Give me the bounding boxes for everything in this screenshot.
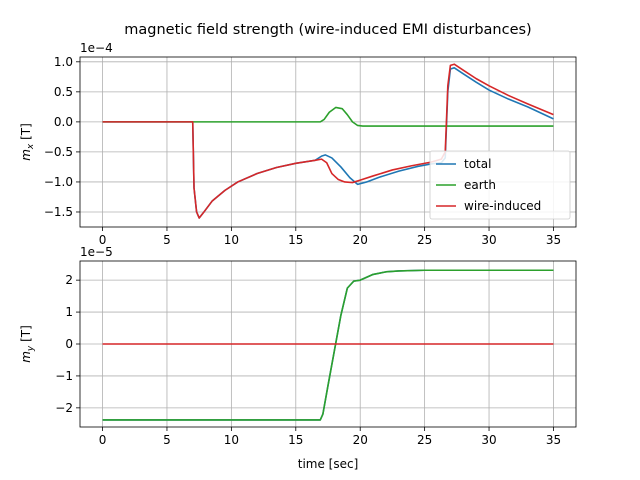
axis-scale-label: 1e−5 — [80, 245, 113, 259]
y-axis-label-unit: [T] — [19, 325, 33, 346]
axis-scale-label: 1e−4 — [80, 41, 113, 55]
y-tick-label: −1.5 — [44, 205, 73, 219]
x-tick-label: 10 — [224, 433, 239, 447]
y-tick-label: 0.5 — [54, 85, 73, 99]
x-tick-label: 5 — [163, 233, 171, 247]
x-tick-label: 10 — [224, 233, 239, 247]
legend: total earth wire-induced — [429, 150, 571, 220]
y-axis-label-unit: [T] — [19, 123, 33, 144]
chart-title: magnetic field strength (wire-induced EM… — [124, 22, 531, 38]
x-tick-label: 15 — [288, 433, 303, 447]
y-axis-label-sub: y — [26, 345, 36, 352]
x-tick-label: 30 — [481, 233, 496, 247]
subplot-1: 0 5 10 15 20 25 30 35 −1.5 −1.0 −0.5 0.0 0.5 1.0 1e−4 m… — [19, 41, 577, 247]
y-tick-label: 1 — [65, 305, 73, 319]
x-tick-label: 0 — [99, 233, 107, 247]
series-group — [102, 63, 554, 219]
x-tick-label: 20 — [353, 233, 368, 247]
y-tick-label: −1 — [55, 369, 73, 383]
x-tick-label: 25 — [417, 233, 432, 247]
subplot-2: 0 5 10 15 20 25 30 35 −2 −1 0 1 2 1e−5 my [T] time [sec… — [19, 245, 577, 471]
x-tick-label: 20 — [353, 433, 368, 447]
x-tick-label: 5 — [163, 433, 171, 447]
series-line-earth — [102, 106, 554, 127]
x-tick-label: 30 — [481, 433, 496, 447]
y-axis-label-sub: x — [26, 143, 36, 150]
legend-label-wire-induced: wire-induced — [464, 199, 541, 213]
y-axis-label-main: m — [19, 149, 33, 161]
x-tick-label: 15 — [288, 233, 303, 247]
series-group — [102, 269, 554, 421]
x-tick-label: 0 — [99, 433, 107, 447]
series-line-wire-induced — [102, 63, 554, 219]
series-line-earth — [102, 269, 554, 421]
x-tick-label: 35 — [546, 433, 561, 447]
x-tick-label: 25 — [417, 433, 432, 447]
legend-label-total: total — [464, 157, 491, 171]
y-axis-label: mx [T] — [19, 123, 36, 161]
y-tick-label: 2 — [65, 273, 73, 287]
y-tick-label: 0.0 — [54, 115, 73, 129]
y-tick-label: −0.5 — [44, 145, 73, 159]
y-tick-label: 1.0 — [54, 55, 73, 69]
legend-label-earth: earth — [464, 178, 496, 192]
x-tick-label: 35 — [546, 233, 561, 247]
legend-box — [429, 150, 571, 220]
x-axis-label: time [sec] — [298, 457, 359, 471]
axes-frame — [79, 56, 577, 228]
y-axis-label: my [T] — [19, 325, 36, 363]
y-axis-label-main: m — [19, 351, 33, 363]
y-tick-label: −1.0 — [44, 175, 73, 189]
y-tick-label: 0 — [65, 337, 73, 351]
y-tick-label: −2 — [55, 401, 73, 415]
